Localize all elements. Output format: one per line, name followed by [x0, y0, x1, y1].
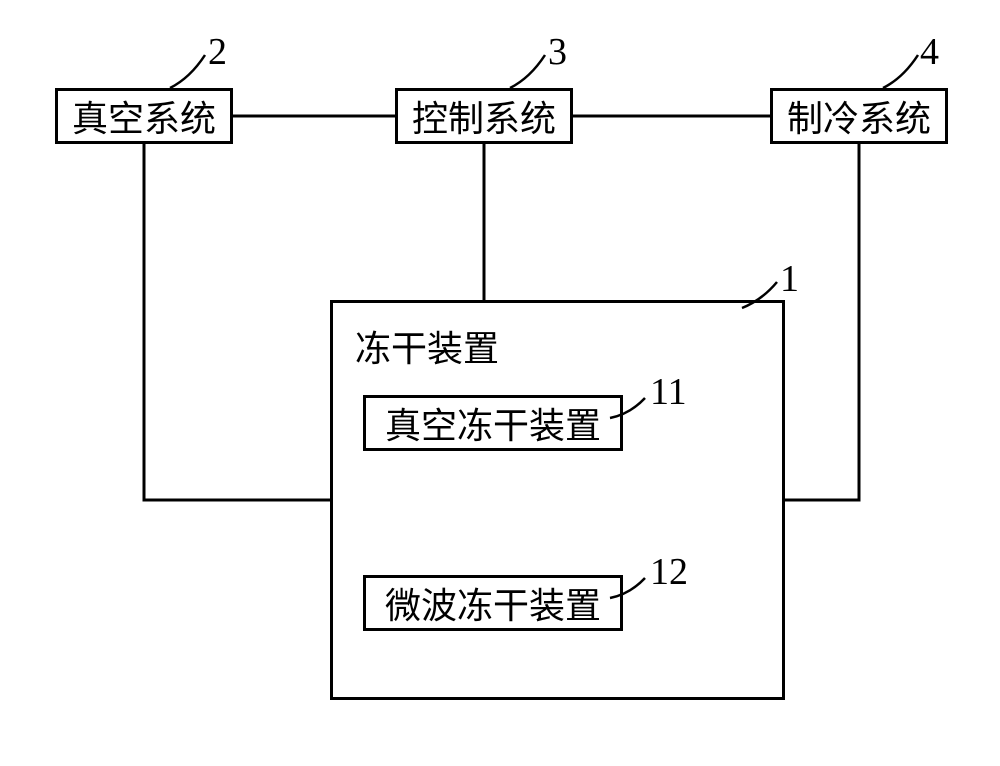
lead-curve-3 — [510, 55, 545, 88]
vacuum-system-box: 真空系统 — [55, 88, 233, 144]
lead-label-3: 3 — [548, 30, 567, 74]
lead-label-2: 2 — [208, 30, 227, 74]
lead-label-11: 11 — [650, 370, 687, 414]
cooling-system-label: 制冷系统 — [787, 90, 931, 142]
vacuum-system-label: 真空系统 — [72, 90, 216, 142]
vacuum-fd-unit-label: 真空冻干装置 — [385, 397, 601, 449]
cooling-system-box: 制冷系统 — [770, 88, 948, 144]
diagram-canvas: 真空系统 控制系统 制冷系统 冻干装置 真空冻干装置 微波冻干装置 2 3 4 … — [0, 0, 1000, 766]
vacuum-fd-unit-box: 真空冻干装置 — [363, 395, 623, 451]
control-system-box: 控制系统 — [395, 88, 573, 144]
microwave-fd-unit-label: 微波冻干装置 — [385, 577, 601, 629]
lead-label-1: 1 — [780, 257, 799, 301]
lead-label-4: 4 — [920, 30, 939, 74]
wire-vacuum-to-fdunit — [144, 144, 330, 500]
lead-curve-2 — [170, 55, 205, 88]
wire-cooling-to-fdunit — [785, 144, 859, 500]
freeze-dry-unit-label: 冻干装置 — [355, 320, 499, 372]
lead-label-12: 12 — [650, 550, 688, 594]
control-system-label: 控制系统 — [412, 90, 556, 142]
microwave-fd-unit-box: 微波冻干装置 — [363, 575, 623, 631]
lead-curve-4 — [883, 55, 918, 88]
